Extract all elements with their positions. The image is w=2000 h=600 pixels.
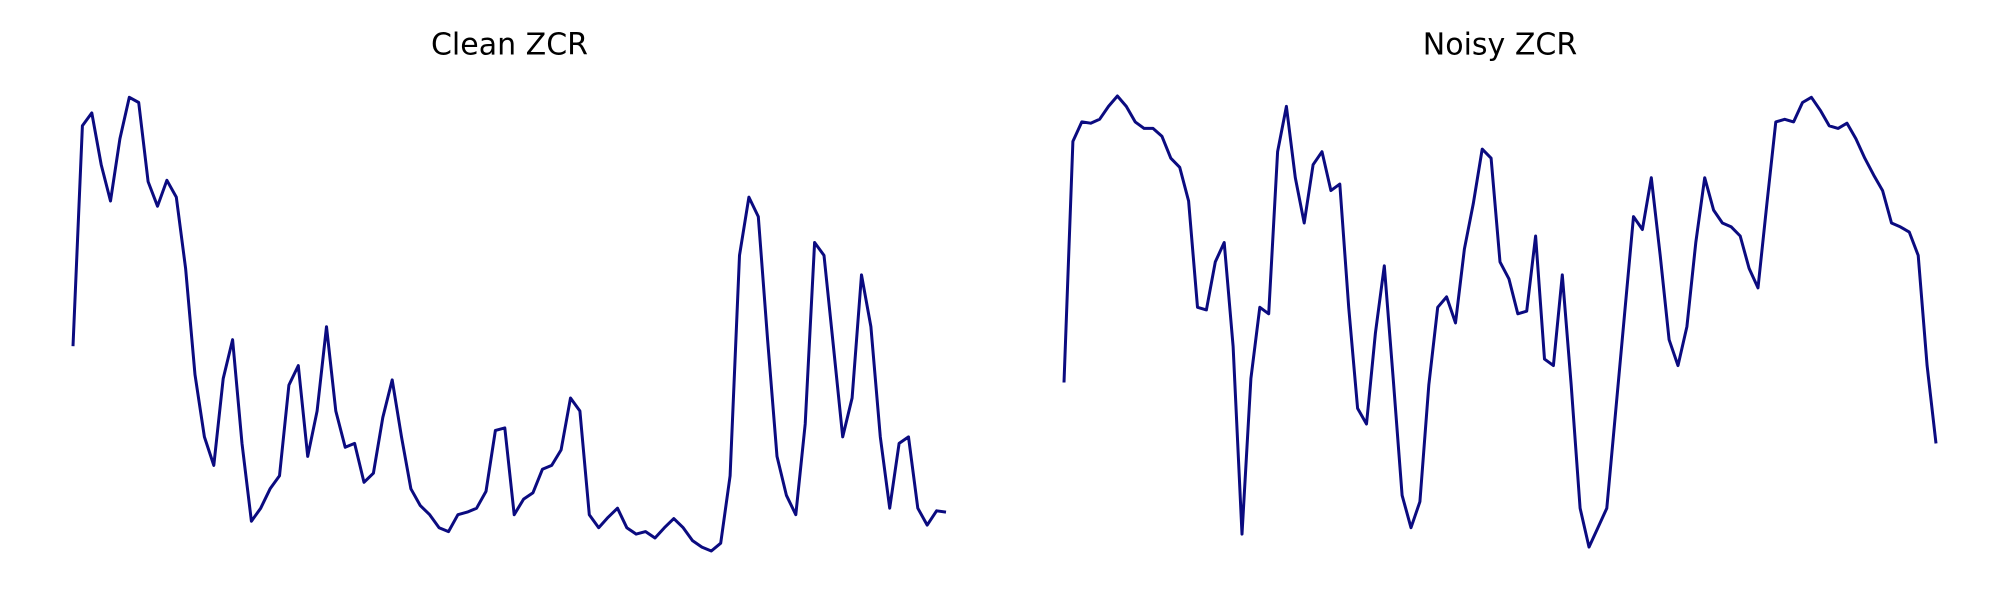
chart-title: Clean ZCR	[431, 28, 588, 63]
series-line	[71, 95, 947, 553]
chart-title: Noisy ZCR	[1423, 28, 1577, 63]
series-line	[1062, 94, 1938, 549]
